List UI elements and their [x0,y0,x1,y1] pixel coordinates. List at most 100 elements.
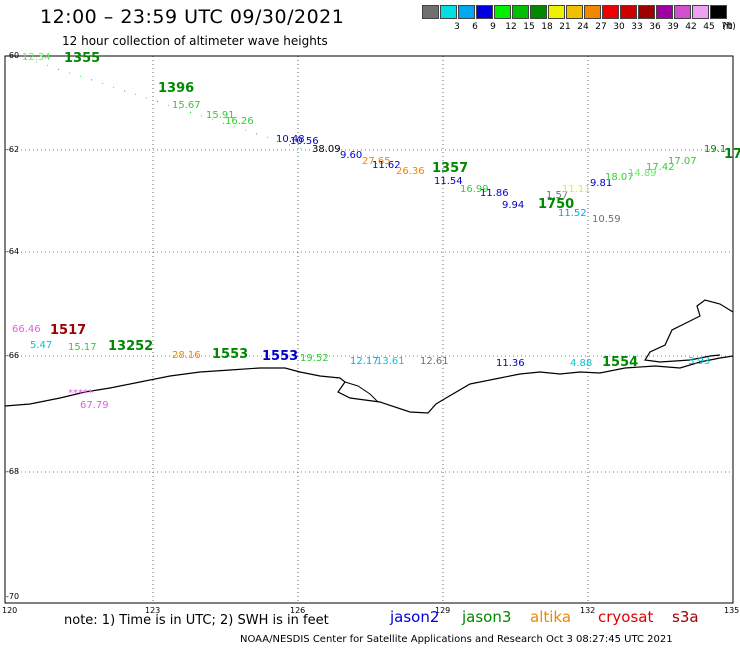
lon-label: 123 [145,606,161,615]
overplot-mark: · [68,68,71,79]
wave-height-label: 18.07 [605,172,634,183]
wave-height-label: 3.93 [688,356,710,367]
lat-label: -64 [6,247,20,256]
legend-swatch [422,5,439,19]
legend-swatch [602,5,619,19]
wave-height-label: 10.56 [290,136,319,147]
wave-height-label: 15.67 [172,100,201,111]
legend-label: 45 [703,22,715,32]
wave-height-label: 14.89 [628,168,657,179]
overplot-mark: · [134,90,137,101]
wave-height-label: 1553 [212,347,248,362]
wave-height-label: 12.17 [350,356,379,367]
wave-height-label: 15.91 [206,110,235,121]
wave-height-label: 15.17 [68,342,97,353]
overplot-mark: · [244,126,247,137]
wave-height-label: 13252 [108,339,153,354]
overplot-mark: · [112,83,115,94]
legend-label: 18 [541,22,553,32]
overplot-mark: · [189,108,192,119]
overplot-mark: · [90,76,93,87]
overplot-mark: · [24,54,27,65]
wave-height-label: 1517 [50,323,86,338]
wave-height-label: 10.48 [276,134,305,145]
satellite-jason2: jason2 [390,608,440,626]
wave-height-label: 19.52 [300,353,329,364]
wave-height-label: 11.62 [372,160,401,171]
wave-height-label: 9.94 [502,200,524,211]
overplot-mark: · [222,119,225,130]
wave-height-label: 4.88 [570,358,592,369]
overplot-mark: · [266,133,269,144]
wave-height-label: 1.57 [546,190,568,201]
legend-swatch [620,5,637,19]
wave-height-label: 1553 [262,349,298,364]
overplot-mark: · [211,115,214,126]
wave-height-label: 1396 [158,81,194,96]
lon-label: 132 [580,606,596,615]
wave-height-label: 17 [724,147,740,162]
coastline-bay [344,381,379,403]
overplot-mark: · [46,61,49,72]
overplot-mark: · [79,72,82,83]
wave-height-label: 28.16 [172,350,201,361]
lat-label: -70 [6,592,20,601]
legend-swatch [440,5,457,19]
legend-swatch [656,5,673,19]
legend-label: 42 [685,22,697,32]
wave-height-label: 10.59 [592,214,621,225]
legend-swatch [566,5,583,19]
legend-label: 9 [490,22,496,32]
legend-label: 70 [721,22,733,32]
wave-height-label: 1750 [538,197,574,212]
legend-swatch [512,5,529,19]
overplot-mark: · [288,140,291,151]
wave-height-label: ***** [68,388,93,399]
overplot-mark: · [200,112,203,123]
overplot-mark: · [57,65,60,76]
wave-height-label: 17.07 [668,156,697,167]
legend-swatch [458,5,475,19]
overplot-mark: · [156,97,159,108]
coastline-east [643,299,734,363]
wave-height-label: 9.60 [340,150,362,161]
satellite-cryosat: cryosat [598,608,654,626]
wave-height-label: 1355 [64,51,100,66]
satellite-jason3: jason3 [462,608,512,626]
lat-label: -60 [6,51,20,60]
lat-label: -66 [6,351,20,360]
legend-swatch [530,5,547,19]
legend-label: 3 [454,22,460,32]
overplot-mark: · [35,58,38,69]
wave-height-label: 1554 [602,355,638,370]
overplot-mark: · [101,79,104,90]
credit-line: NOAA/NESDIS Center for Satellite Applica… [240,634,673,645]
wave-height-label: 11.54 [434,176,463,187]
legend-swatch [638,5,655,19]
legend-label: 21 [559,22,571,32]
wave-height-label: 26.36 [396,166,425,177]
satellite-s3a: s3a [672,608,699,626]
wave-height-label: 17.42 [646,162,675,173]
wave-height-label: 27.65 [362,156,391,167]
wave-height-label: 16.99 [460,184,489,195]
overplot-mark: · [255,130,258,141]
lon-label: 135 [724,606,740,615]
upper-track-overplot: · · · · · · · · · · · · · · · · · · · · · · · · · · [24,54,302,155]
legend-label: 27 [595,22,607,32]
map-title: 12:00 – 23:59 UTC 09/30/2021 [40,6,345,28]
lat-label: -62 [6,145,20,154]
legend-label: 6 [472,22,478,32]
overplot-mark: · [167,101,170,112]
overplot-mark: · [299,144,302,155]
wave-height-label: 66.46 [12,324,41,335]
wave-height-label: 12.61 [420,356,449,367]
lat-label: -68 [6,467,20,476]
legend-label: 12 [505,22,517,32]
overplot-mark: · [178,104,181,115]
legend-label: 30 [613,22,625,32]
legend-label: 36 [649,22,661,32]
wave-height-label: 11.36 [496,358,525,369]
